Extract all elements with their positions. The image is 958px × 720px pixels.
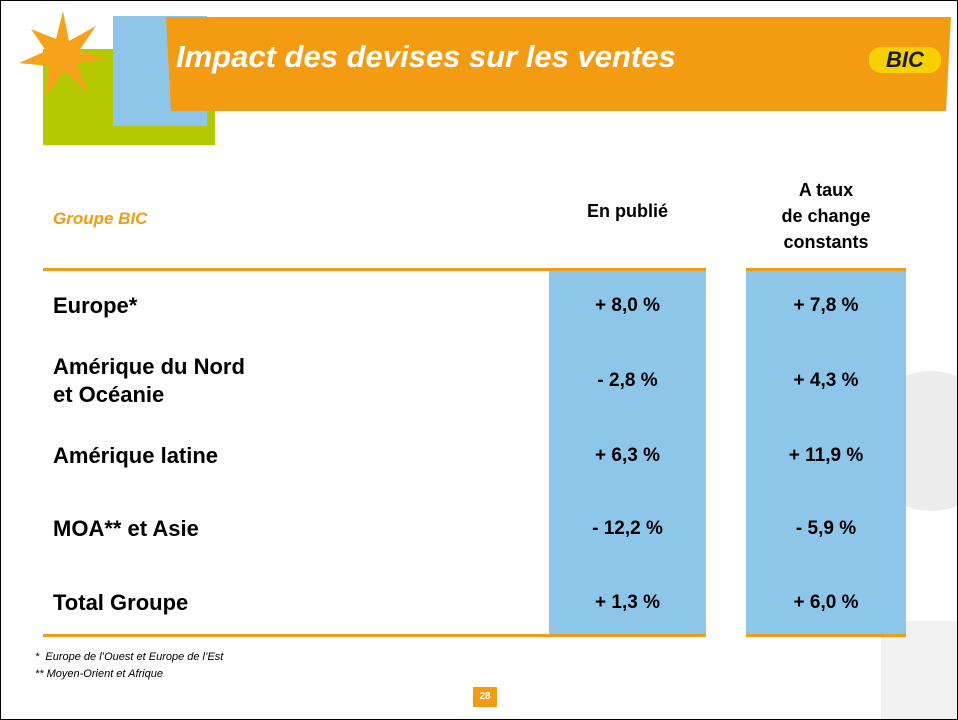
deco-star — [19, 11, 106, 96]
row-label: Total Groupe — [53, 590, 189, 615]
column-header: En publié — [587, 201, 668, 221]
cell-value: + 11,9 % — [788, 445, 864, 466]
cell-value: + 6,0 % — [793, 592, 859, 613]
column-header: A taux de change constants — [781, 180, 871, 252]
cell-value: + 8,0 % — [595, 295, 660, 316]
footnote: ** Moyen-Orient et Afrique — [35, 668, 163, 680]
title: Impact des devises sur les ventes — [176, 39, 676, 74]
row-label: MOA** et Asie — [53, 516, 199, 541]
footnote: * Europe de l’Ouest et Europe de l’Est — [35, 651, 224, 663]
cell-value: - 12,2 % — [592, 518, 663, 539]
rule — [746, 634, 906, 637]
cell-value: - 5,9 % — [795, 518, 857, 539]
deco-shape — [881, 621, 957, 719]
cell-value: + 1,3 % — [595, 592, 660, 613]
rule — [746, 268, 906, 271]
rule — [43, 634, 706, 637]
rule — [43, 268, 706, 271]
group-label: Groupe BIC — [53, 209, 148, 228]
row-label: Amérique du Nord et Océanie — [53, 354, 245, 407]
page-number: 28 — [473, 687, 497, 707]
cell-value: + 7,8 % — [793, 295, 859, 316]
row-label: Amérique latine — [53, 443, 219, 468]
cell-value: - 2,8 % — [597, 370, 658, 391]
row-label: Europe* — [53, 293, 138, 318]
cell-value: + 4,3 % — [793, 370, 859, 391]
title-banner — [166, 17, 951, 111]
logo: BIC — [869, 47, 941, 73]
cell-value: + 6,3 % — [595, 445, 660, 466]
column-bg — [746, 271, 906, 634]
column-bg — [549, 271, 706, 634]
